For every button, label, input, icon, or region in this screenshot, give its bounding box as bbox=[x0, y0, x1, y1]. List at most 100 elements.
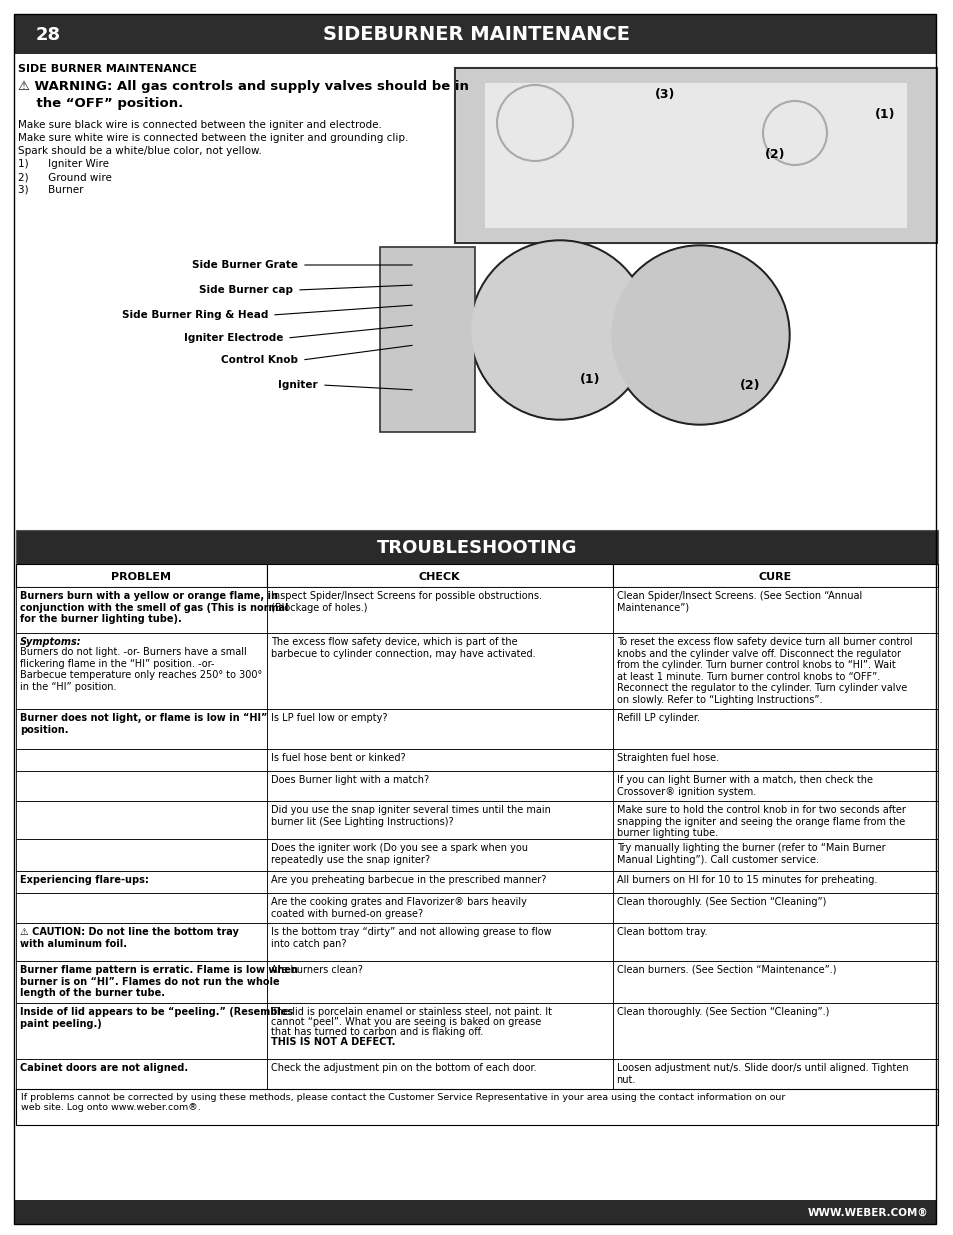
Text: Is the bottom tray “dirty” and not allowing grease to flow
into catch pan?: Is the bottom tray “dirty” and not allow… bbox=[271, 927, 551, 948]
Bar bbox=[16, 748, 267, 771]
Bar bbox=[267, 564, 612, 587]
Text: SIDEBURNER MAINTENANCE: SIDEBURNER MAINTENANCE bbox=[323, 26, 630, 44]
Circle shape bbox=[609, 245, 789, 425]
Text: (2): (2) bbox=[764, 148, 784, 161]
Bar bbox=[267, 709, 612, 748]
Text: ⚠ CAUTION: Do not line the bottom tray
with aluminum foil.: ⚠ CAUTION: Do not line the bottom tray w… bbox=[20, 927, 238, 948]
Text: 3)      Burner: 3) Burner bbox=[18, 185, 84, 195]
Bar bbox=[267, 634, 612, 709]
Bar bbox=[267, 587, 612, 634]
Bar bbox=[484, 83, 906, 228]
Text: Straighten fuel hose.: Straighten fuel hose. bbox=[616, 753, 718, 763]
Bar bbox=[455, 68, 936, 243]
Bar bbox=[267, 771, 612, 802]
Text: Did you use the snap igniter several times until the main
burner lit (See Lighti: Did you use the snap igniter several tim… bbox=[271, 805, 550, 826]
Text: CHECK: CHECK bbox=[418, 572, 460, 582]
Text: Spark should be a white/blue color, not yellow.: Spark should be a white/blue color, not … bbox=[18, 146, 262, 156]
Text: Are burners clean?: Are burners clean? bbox=[271, 965, 362, 974]
Text: The excess flow safety device, which is part of the
barbecue to cylinder connect: The excess flow safety device, which is … bbox=[271, 637, 535, 658]
Bar bbox=[612, 802, 937, 839]
Text: Clean burners. (See Section “Maintenance”.): Clean burners. (See Section “Maintenance… bbox=[616, 965, 835, 974]
Text: Side Burner Ring & Head: Side Burner Ring & Head bbox=[121, 310, 268, 320]
Bar bbox=[14, 1200, 935, 1224]
Text: If you can light Burner with a match, then check the
Crossover® ignition system.: If you can light Burner with a match, th… bbox=[616, 776, 872, 797]
Circle shape bbox=[472, 242, 647, 417]
Bar bbox=[267, 893, 612, 923]
Bar bbox=[16, 771, 267, 802]
Text: Are you preheating barbecue in the prescribed manner?: Are you preheating barbecue in the presc… bbox=[271, 876, 545, 885]
Bar bbox=[267, 1058, 612, 1089]
Text: All burners on HI for 10 to 15 minutes for preheating.: All burners on HI for 10 to 15 minutes f… bbox=[616, 876, 876, 885]
Bar bbox=[16, 587, 267, 634]
Text: Burners burn with a yellow or orange flame, in
conjunction with the smell of gas: Burners burn with a yellow or orange fla… bbox=[20, 592, 288, 624]
Text: To reset the excess flow safety device turn all burner control
knobs and the cyl: To reset the excess flow safety device t… bbox=[616, 637, 911, 705]
Text: Inside of lid appears to be “peeling.” (Resembles
paint peeling.): Inside of lid appears to be “peeling.” (… bbox=[20, 1007, 293, 1029]
Text: (3): (3) bbox=[654, 88, 675, 101]
Text: cannot “peel”. What you are seeing is baked on grease: cannot “peel”. What you are seeing is ba… bbox=[271, 1016, 540, 1028]
Bar bbox=[612, 961, 937, 1003]
Text: that has turned to carbon and is flaking off.: that has turned to carbon and is flaking… bbox=[271, 1028, 482, 1037]
Bar bbox=[612, 923, 937, 961]
Bar bbox=[612, 748, 937, 771]
Text: Cabinet doors are not aligned.: Cabinet doors are not aligned. bbox=[20, 1063, 188, 1073]
Bar bbox=[16, 1089, 937, 1125]
Bar bbox=[267, 923, 612, 961]
Text: CURE: CURE bbox=[758, 572, 791, 582]
Text: ⚠ WARNING: All gas controls and supply valves should be in: ⚠ WARNING: All gas controls and supply v… bbox=[18, 80, 468, 93]
Text: Side Burner cap: Side Burner cap bbox=[199, 285, 293, 295]
Bar bbox=[267, 871, 612, 893]
Text: Make sure black wire is connected between the igniter and electrode.: Make sure black wire is connected betwee… bbox=[18, 120, 381, 130]
Circle shape bbox=[612, 247, 787, 424]
Text: Is fuel hose bent or kinked?: Is fuel hose bent or kinked? bbox=[271, 753, 405, 763]
Text: (1): (1) bbox=[874, 107, 894, 121]
Bar bbox=[612, 1058, 937, 1089]
Text: Make sure white wire is connected between the igniter and grounding clip.: Make sure white wire is connected betwee… bbox=[18, 133, 408, 143]
Text: the “OFF” position.: the “OFF” position. bbox=[18, 98, 183, 110]
Text: Clean thoroughly. (See Section “Cleaning”): Clean thoroughly. (See Section “Cleaning… bbox=[616, 897, 825, 906]
Text: If problems cannot be corrected by using these methods, please contact the Custo: If problems cannot be corrected by using… bbox=[21, 1093, 784, 1113]
Bar bbox=[16, 709, 267, 748]
Text: PROBLEM: PROBLEM bbox=[112, 572, 172, 582]
Bar bbox=[612, 1003, 937, 1058]
Text: Inspect Spider/Insect Screens for possible obstructions.
(Blockage of holes.): Inspect Spider/Insect Screens for possib… bbox=[271, 592, 541, 613]
Bar bbox=[612, 839, 937, 871]
Text: Try manually lighting the burner (refer to “Main Burner
Manual Lighting”). Call : Try manually lighting the burner (refer … bbox=[616, 844, 884, 864]
Bar bbox=[456, 70, 934, 241]
Bar bbox=[16, 893, 267, 923]
Text: Clean bottom tray.: Clean bottom tray. bbox=[616, 927, 706, 937]
Bar bbox=[612, 871, 937, 893]
Text: Are the cooking grates and Flavorizer® bars heavily
coated with burned-on grease: Are the cooking grates and Flavorizer® b… bbox=[271, 897, 526, 919]
Bar bbox=[16, 839, 267, 871]
Bar bbox=[267, 1003, 612, 1058]
Bar bbox=[267, 802, 612, 839]
Bar bbox=[16, 923, 267, 961]
Text: Burner does not light, or flame is low in “HI”
position.: Burner does not light, or flame is low i… bbox=[20, 713, 267, 735]
Text: THIS IS NOT A DEFECT.: THIS IS NOT A DEFECT. bbox=[271, 1037, 395, 1047]
Text: Experiencing flare-ups:: Experiencing flare-ups: bbox=[20, 876, 149, 885]
Bar bbox=[267, 961, 612, 1003]
Text: Refill LP cylinder.: Refill LP cylinder. bbox=[616, 713, 699, 722]
Text: Igniter Electrode: Igniter Electrode bbox=[183, 333, 283, 343]
Circle shape bbox=[470, 240, 649, 420]
Text: Side Burner Grate: Side Burner Grate bbox=[192, 261, 297, 270]
Text: Loosen adjustment nut/s. Slide door/s until aligned. Tighten
nut.: Loosen adjustment nut/s. Slide door/s un… bbox=[616, 1063, 907, 1084]
Bar bbox=[16, 530, 937, 564]
Text: The lid is porcelain enamel or stainless steel, not paint. It: The lid is porcelain enamel or stainless… bbox=[271, 1007, 551, 1016]
Text: Control Knob: Control Knob bbox=[221, 354, 297, 366]
Text: Burners do not light. -or- Burners have a small
flickering flame in the “HI” pos: Burners do not light. -or- Burners have … bbox=[20, 647, 262, 692]
Bar bbox=[612, 893, 937, 923]
Bar bbox=[612, 587, 937, 634]
Text: (2): (2) bbox=[739, 378, 760, 391]
Bar bbox=[612, 771, 937, 802]
Bar bbox=[16, 1058, 267, 1089]
Text: 28: 28 bbox=[36, 26, 61, 44]
Bar bbox=[16, 802, 267, 839]
Bar bbox=[612, 564, 937, 587]
Bar bbox=[14, 14, 935, 54]
Text: SIDE BURNER MAINTENANCE: SIDE BURNER MAINTENANCE bbox=[18, 64, 196, 74]
Text: Clean Spider/Insect Screens. (See Section “Annual
Maintenance”): Clean Spider/Insect Screens. (See Sectio… bbox=[616, 592, 861, 613]
Bar bbox=[16, 1003, 267, 1058]
Text: Make sure to hold the control knob in for two seconds after
snapping the igniter: Make sure to hold the control knob in fo… bbox=[616, 805, 904, 839]
Bar bbox=[16, 961, 267, 1003]
Text: Symptoms:: Symptoms: bbox=[20, 637, 82, 647]
